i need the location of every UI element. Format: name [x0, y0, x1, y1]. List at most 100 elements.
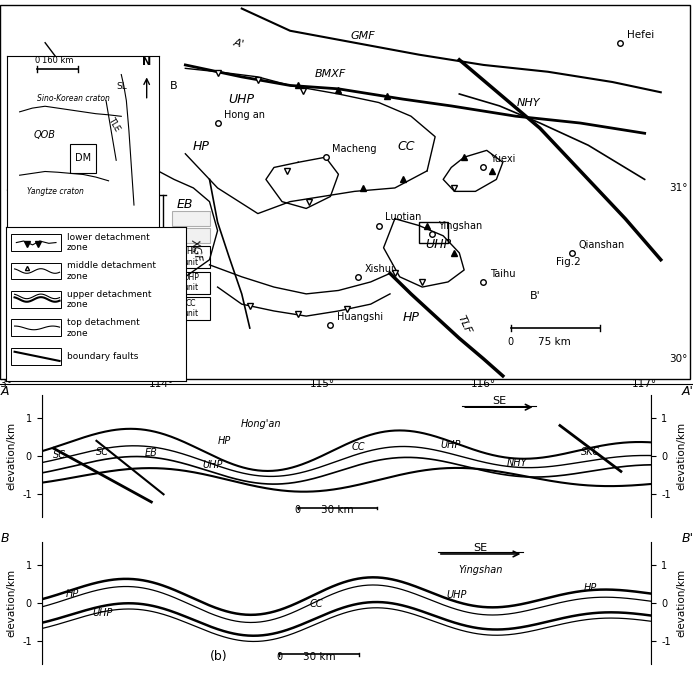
Text: Huangshi: Huangshi — [337, 312, 383, 322]
Bar — [419, 222, 448, 243]
Text: CC: CC — [352, 442, 365, 452]
Y-axis label: elevation/km: elevation/km — [676, 422, 686, 490]
Text: HP: HP — [403, 311, 419, 324]
Bar — [173, 246, 209, 268]
Text: 0: 0 — [35, 56, 40, 64]
Text: SC: SC — [53, 450, 67, 460]
Text: A': A' — [682, 385, 693, 398]
Text: UHP: UHP — [446, 590, 466, 600]
Text: SE: SE — [473, 543, 488, 554]
Text: HP
unit: HP unit — [184, 247, 198, 267]
Text: B: B — [1, 532, 9, 545]
Text: Xishui: Xishui — [365, 264, 394, 274]
Text: LDZ: LDZ — [138, 279, 158, 288]
Bar — [173, 211, 209, 226]
Text: Taihu: Taihu — [490, 269, 516, 279]
Bar — [173, 272, 209, 294]
Text: 0: 0 — [508, 337, 514, 347]
Text: TDZ: TDZ — [138, 214, 158, 223]
Bar — [173, 228, 209, 243]
Bar — [11, 319, 62, 336]
Text: Hefei: Hefei — [627, 29, 654, 40]
Text: 30 km: 30 km — [321, 505, 353, 515]
Text: B': B' — [529, 291, 541, 301]
Text: MDZ: MDZ — [135, 255, 158, 264]
Text: Sino-Korean craton: Sino-Korean craton — [37, 94, 110, 103]
Bar — [11, 348, 62, 365]
Text: GMF: GMF — [350, 31, 375, 41]
Y-axis label: elevation/km: elevation/km — [7, 422, 17, 490]
Text: Hong an: Hong an — [224, 110, 265, 120]
Text: Yuexi: Yuexi — [490, 154, 516, 164]
Text: Yingshan: Yingshan — [439, 221, 482, 231]
Text: UHP: UHP — [426, 238, 451, 251]
Text: 115°: 115° — [310, 380, 335, 389]
Text: EB: EB — [177, 199, 193, 212]
Text: NHY: NHY — [517, 98, 541, 108]
Text: (a): (a) — [152, 366, 170, 379]
Text: SE: SE — [492, 396, 506, 407]
Text: CC: CC — [309, 599, 323, 609]
Text: SL: SL — [116, 82, 127, 92]
Text: B: B — [170, 81, 178, 91]
Text: 0: 0 — [295, 505, 301, 515]
Text: BMXF: BMXF — [315, 69, 346, 79]
Text: lower detachment
zone: lower detachment zone — [67, 233, 150, 252]
Text: 75 km: 75 km — [538, 337, 571, 347]
Text: upper detachment
zone: upper detachment zone — [67, 290, 151, 309]
Text: middle detachment
zone: middle detachment zone — [67, 261, 156, 281]
Bar — [173, 297, 209, 319]
Bar — [11, 291, 62, 308]
Text: UHP: UHP — [229, 92, 255, 106]
Text: XGF: XGF — [190, 238, 204, 261]
Text: HP: HP — [65, 589, 79, 599]
Text: SKC: SKC — [581, 447, 600, 457]
Text: 30 km: 30 km — [303, 652, 335, 662]
Text: boundary faults: boundary faults — [67, 352, 138, 361]
Text: TLF: TLF — [455, 313, 473, 336]
Text: Fig.2: Fig.2 — [556, 257, 581, 267]
Text: UHP: UHP — [92, 608, 113, 619]
Bar — [11, 234, 62, 251]
Text: SC: SC — [96, 447, 109, 457]
Text: Hong'an: Hong'an — [241, 419, 281, 429]
Text: NHY: NHY — [507, 458, 527, 468]
Text: UHP: UHP — [202, 459, 222, 470]
Bar — [11, 263, 62, 280]
Text: (b): (b) — [209, 650, 227, 663]
Bar — [71, 143, 96, 173]
Text: QOB: QOB — [34, 130, 56, 140]
Text: UDZ: UDZ — [137, 231, 158, 240]
Y-axis label: elevation/km: elevation/km — [676, 569, 686, 637]
Text: UHP
unit: UHP unit — [183, 273, 199, 292]
Text: N: N — [142, 57, 151, 67]
Text: Yingshan: Yingshan — [459, 565, 503, 575]
Text: CC
unit: CC unit — [184, 298, 198, 318]
Text: HP: HP — [584, 583, 597, 593]
Text: A: A — [1, 385, 9, 398]
Text: HP: HP — [193, 140, 210, 153]
Text: 160 km: 160 km — [42, 56, 73, 64]
Text: 116°: 116° — [471, 380, 496, 389]
Text: B': B' — [682, 532, 693, 545]
Text: top detachment
zone: top detachment zone — [67, 318, 139, 338]
Text: 0: 0 — [277, 652, 283, 662]
Text: 30°: 30° — [5, 354, 23, 363]
Text: 31°: 31° — [5, 183, 24, 193]
Text: A': A' — [232, 38, 245, 50]
Text: 30°: 30° — [669, 354, 687, 363]
Text: Qianshan: Qianshan — [579, 240, 625, 250]
Text: SC: SC — [85, 140, 102, 153]
Text: UHP: UHP — [440, 440, 460, 450]
Text: Yangtze craton: Yangtze craton — [27, 187, 84, 196]
Text: CC: CC — [397, 140, 415, 153]
Text: HP: HP — [218, 436, 231, 446]
Text: EB: EB — [145, 448, 158, 458]
Y-axis label: elevation/km: elevation/km — [7, 569, 17, 637]
Text: TLE: TLE — [106, 115, 121, 133]
Text: 113°: 113° — [0, 380, 12, 389]
Text: 117°: 117° — [632, 380, 657, 389]
Text: Luotian: Luotian — [385, 212, 421, 222]
Text: 31°: 31° — [669, 183, 687, 193]
Text: Macheng: Macheng — [332, 144, 376, 154]
